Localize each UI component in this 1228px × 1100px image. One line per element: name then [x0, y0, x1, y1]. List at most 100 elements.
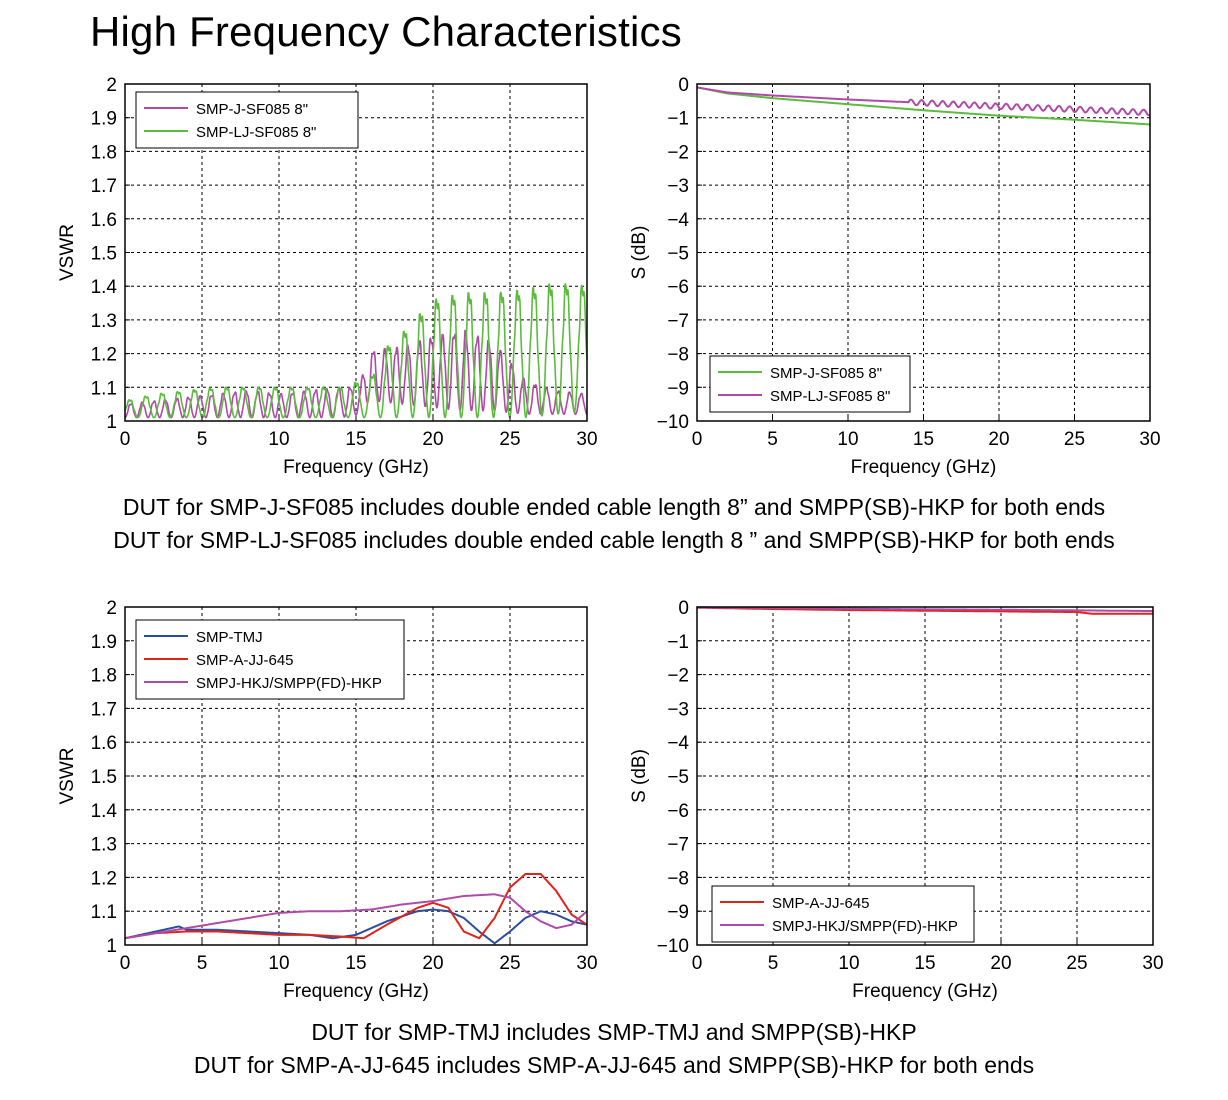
series-line-0	[124, 908, 588, 945]
y-tick-label: 1.2	[91, 345, 117, 366]
tick-labels: 0 5 10 15 20 25 30 1 1.1 1.2 1.3 1.4 1.5 1.6 1.7 1.8 1.9…	[91, 598, 598, 974]
legend-label: SMPJ-HKJ/SMPP(FD)-HKP	[772, 918, 958, 935]
legend-label: SMP-TMJ	[196, 629, 263, 646]
y-tick-label: −9	[667, 378, 689, 399]
y-tick-label: −6	[667, 801, 689, 822]
y-tick-label: 1.9	[91, 109, 117, 130]
x-tick-label: 15	[345, 429, 366, 450]
y-tick-label: −4	[667, 210, 689, 231]
x-tick-label: 30	[1139, 429, 1160, 450]
y-tick-label: 1.4	[91, 277, 118, 298]
s-parameter-chart-bottom: 0 5 10 15 20 25 30−10−9−8−7−6−5−4−3−2−10Freque…	[629, 598, 1164, 1002]
y-tick-label: 1.1	[91, 902, 117, 923]
caption-line: DUT for SMP-J-SF085 includes double ende…	[122, 494, 1106, 520]
caption-line: DUT for SMP-A-JJ-645 includes SMP-A-JJ-6…	[193, 1052, 1035, 1078]
y-tick-label: 1.7	[91, 176, 117, 197]
y-axis-label: VSWR	[57, 748, 78, 805]
legend-label: SMP-LJ-SF085 8"	[770, 388, 890, 405]
x-tick-label: 0	[692, 953, 703, 974]
y-tick-label: 2	[106, 598, 117, 619]
series-line-2	[124, 893, 588, 940]
y-tick-label: 1.2	[91, 868, 117, 889]
x-tick-label: 5	[768, 953, 779, 974]
y-tick-label: −4	[667, 733, 689, 754]
tick-labels: 0 5 10 15 20 25 30 1 1.1 1.2 1.3 1.4 1.5 1.6 1.7 1.8 1.9…	[91, 75, 598, 450]
x-axis-label: Frequency (GHz)	[851, 457, 997, 478]
y-axis-label: VSWR	[57, 224, 78, 281]
x-tick-label: 5	[767, 429, 778, 450]
y-tick-label: −8	[667, 868, 689, 889]
x-tick-label: 15	[914, 953, 935, 974]
series-group	[696, 606, 1154, 615]
y-tick-label: −1	[667, 632, 689, 653]
legend-label: SMP-A-JJ-645	[196, 652, 294, 669]
page-title: High Frequency Characteristics	[90, 8, 682, 55]
x-tick-label: 25	[1066, 953, 1087, 974]
x-tick-label: 0	[120, 953, 131, 974]
legend: SMP-J-SF085 8" SMP-LJ-SF085 8"	[135, 91, 359, 149]
x-tick-label: 20	[990, 953, 1011, 974]
x-tick-label: 10	[838, 953, 859, 974]
x-tick-label: 15	[345, 953, 366, 974]
x-tick-label: 25	[499, 953, 520, 974]
y-tick-label: −9	[667, 902, 689, 923]
legend: SMP-TMJ SMP-A-JJ-645 SMPJ-HKJ/SMPP(FD)-HKP	[135, 619, 405, 700]
legend-label: SMP-J-SF085 8"	[770, 365, 882, 382]
x-tick-label: 0	[120, 429, 131, 450]
legend-box	[135, 91, 359, 149]
legend-label: SMP-LJ-SF085 8"	[196, 124, 316, 141]
x-tick-label: 5	[197, 429, 208, 450]
y-tick-label: −7	[667, 835, 689, 856]
y-tick-label: 1.7	[91, 699, 117, 720]
y-tick-label: 1.1	[91, 378, 117, 399]
y-tick-label: 1.5	[91, 244, 117, 265]
y-tick-label: 1.8	[91, 666, 117, 687]
legend-box	[709, 355, 911, 413]
y-tick-label: −7	[667, 311, 689, 332]
y-tick-label: 2	[106, 75, 117, 96]
y-tick-label: −2	[667, 142, 689, 163]
vswr-chart-top: 0 5 10 15 20 25 30 1 1.1 1.2 1.3 1.4 1.5 1.6 1.7 1.8 1.9…	[57, 75, 598, 478]
y-tick-label: 1.5	[91, 767, 117, 788]
series-line-1	[696, 606, 1154, 613]
legend-label: SMP-A-JJ-645	[772, 895, 870, 912]
legend: SMP-A-JJ-645 SMPJ-HKJ/SMPP(FD)-HKP	[711, 885, 975, 943]
x-tick-label: 5	[197, 953, 208, 974]
y-tick-label: 1.9	[91, 632, 117, 653]
y-tick-label: 1.3	[91, 835, 117, 856]
x-tick-label: 10	[268, 953, 289, 974]
y-tick-label: −5	[667, 767, 689, 788]
y-tick-label: 1.8	[91, 142, 117, 163]
y-tick-label: −2	[667, 666, 689, 687]
x-tick-label: 25	[499, 429, 520, 450]
tick-labels: 0 5 10 15 20 25 30−10−9−8−7−6−5−4−3−2−10	[657, 75, 1161, 450]
x-tick-label: 20	[422, 953, 443, 974]
grid-lines	[697, 84, 1150, 421]
x-tick-label: 25	[1064, 429, 1085, 450]
y-tick-label: 0	[678, 598, 689, 619]
y-tick-label: −3	[667, 176, 689, 197]
y-axis-label: S (dB)	[629, 749, 650, 803]
series-line-0	[124, 329, 588, 419]
y-tick-label: 1	[106, 936, 117, 957]
x-tick-label: 10	[837, 429, 858, 450]
y-tick-label: −6	[667, 277, 689, 298]
legend-box	[711, 885, 975, 943]
legend: SMP-J-SF085 8" SMP-LJ-SF085 8"	[709, 355, 911, 413]
series-group	[124, 873, 588, 945]
caption-line: DUT for SMP-TMJ includes SMP-TMJ and SMP…	[311, 1019, 917, 1045]
y-tick-label: 1.6	[91, 210, 117, 231]
series-group	[696, 86, 1151, 126]
y-tick-label: −10	[657, 936, 689, 957]
x-axis-label: Frequency (GHz)	[852, 981, 998, 1002]
y-tick-label: 1.3	[91, 311, 117, 332]
y-tick-label: 1.6	[91, 733, 117, 754]
vswr-chart-bottom: 0 5 10 15 20 25 30 1 1.1 1.2 1.3 1.4 1.5 1.6 1.7 1.8 1.9…	[57, 598, 598, 1002]
legend-label: SMP-J-SF085 8"	[196, 101, 308, 118]
s-parameter-chart-top: 0 5 10 15 20 25 30−10−9−8−7−6−5−4−3−2−10Freque…	[629, 75, 1161, 478]
y-tick-label: 1.4	[91, 801, 118, 822]
legend-label: SMPJ-HKJ/SMPP(FD)-HKP	[196, 675, 382, 692]
y-tick-label: 0	[678, 75, 689, 96]
y-tick-label: −3	[667, 699, 689, 720]
x-tick-label: 30	[576, 429, 597, 450]
